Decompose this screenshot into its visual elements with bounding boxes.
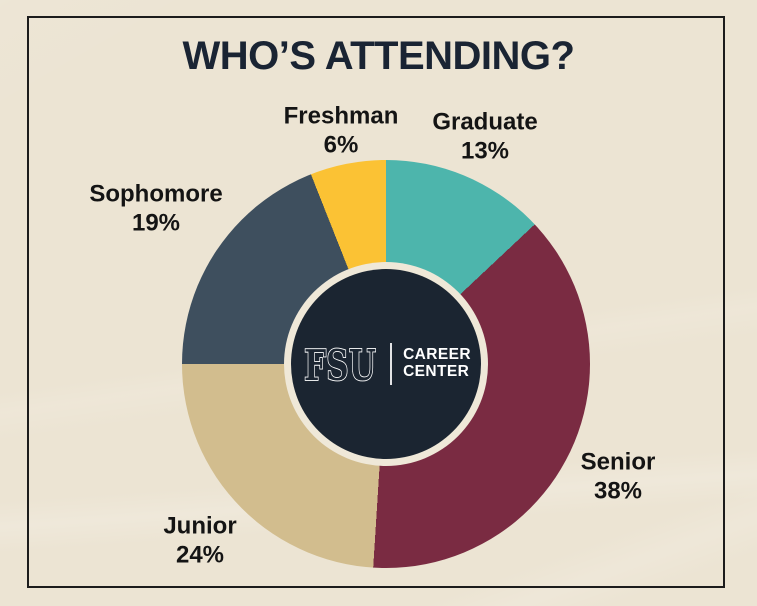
slice-name: Graduate bbox=[432, 108, 538, 136]
career-line: CAREER bbox=[403, 346, 471, 364]
slice-label-sophomore: Sophomore 19% bbox=[89, 180, 222, 239]
slice-label-senior: Senior 38% bbox=[581, 448, 656, 507]
slice-name: Sophomore bbox=[89, 180, 223, 208]
career-center-wordmark: CAREER CENTER bbox=[403, 347, 471, 380]
logo-divider-line bbox=[390, 343, 393, 385]
chart-title: WHO’S ATTENDING? bbox=[182, 34, 575, 78]
fsu-career-center-logo: FSU CAREER CENTER bbox=[291, 269, 481, 459]
slice-percent: 6% bbox=[323, 132, 359, 159]
slice-label-graduate: Graduate 13% bbox=[432, 108, 537, 167]
slice-percent: 24% bbox=[175, 542, 225, 569]
slice-label-junior: Junior 24% bbox=[163, 512, 236, 571]
fsu-logo-text: FSU bbox=[304, 341, 376, 390]
slice-name: Freshman bbox=[283, 102, 399, 130]
slice-name: Junior bbox=[163, 512, 237, 540]
slice-label-freshman: Freshman 6% bbox=[284, 102, 399, 161]
slice-percent: 19% bbox=[131, 210, 181, 237]
slice-name: Senior bbox=[580, 448, 656, 476]
slice-percent: 38% bbox=[593, 478, 643, 505]
fsu-logo-icon: FSU bbox=[303, 340, 377, 390]
slice-percent: 13% bbox=[460, 138, 510, 165]
center-line: CENTER bbox=[403, 363, 470, 380]
